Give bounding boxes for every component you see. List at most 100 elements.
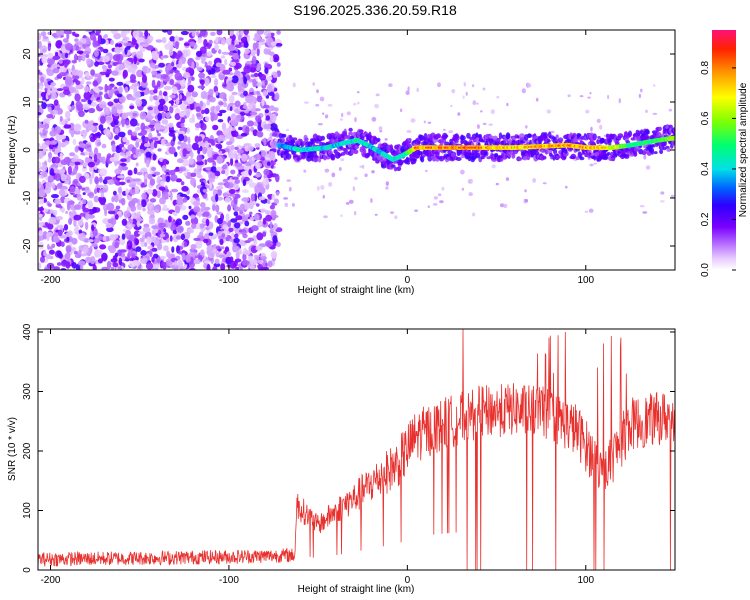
noise-blob (68, 122, 75, 131)
sparse-point (348, 199, 354, 204)
noise-blob (59, 169, 66, 174)
noise-blob (196, 50, 202, 58)
noise-blob (76, 193, 82, 201)
noise-blob (58, 252, 63, 259)
sparse-point (618, 98, 621, 104)
ridge-halo (348, 131, 353, 136)
noise-blob (160, 74, 168, 79)
noise-blob (266, 161, 271, 166)
sparse-point (443, 128, 446, 131)
noise-blob (40, 196, 44, 205)
noise-blob (38, 207, 45, 212)
noise-blob (61, 52, 66, 60)
noise-blob (255, 162, 261, 170)
noise-blob (50, 82, 56, 87)
noise-blob (256, 30, 265, 35)
sparse-point (315, 103, 320, 107)
noise-blob (235, 30, 240, 37)
noise-blob (272, 72, 278, 79)
spectrogram-ytick-label: 20 (22, 48, 33, 60)
ridge-halo (435, 133, 441, 139)
noise-blob (212, 204, 216, 212)
sparse-point (423, 120, 426, 124)
noise-blob (208, 178, 215, 183)
sparse-point (660, 191, 665, 195)
noise-blob (204, 116, 210, 122)
noise-blob (65, 43, 73, 51)
noise-blob (274, 92, 280, 101)
noise-blob (243, 30, 249, 36)
noise-blob (94, 89, 100, 94)
noise-blob (264, 262, 268, 267)
noise-blob (241, 189, 249, 194)
sparse-point (476, 124, 480, 129)
noise-blob (215, 166, 223, 172)
noise-blob (144, 38, 152, 45)
ridge-halo (633, 151, 638, 157)
noise-blob (171, 61, 175, 67)
noise-blob (134, 127, 138, 133)
noise-blob (238, 126, 243, 131)
noise-blob (155, 39, 163, 43)
noise-blob (250, 74, 255, 78)
noise-blob (221, 51, 230, 55)
noise-blob (174, 260, 178, 267)
noise-blob (71, 69, 80, 76)
noise-blob (87, 161, 95, 168)
noise-blob (63, 59, 71, 65)
sparse-point (304, 101, 309, 104)
sparse-point (521, 88, 526, 94)
noise-blob (222, 69, 231, 75)
noise-blob (168, 132, 175, 137)
ridge-halo (508, 138, 512, 146)
noise-blob (202, 189, 208, 193)
noise-blob (126, 206, 131, 212)
noise-blob (161, 36, 167, 44)
noise-blob (230, 218, 238, 223)
noise-blob (140, 80, 148, 88)
noise-blob (199, 46, 207, 54)
noise-blob (265, 115, 271, 121)
sparse-point (394, 215, 398, 219)
noise-blob (247, 145, 254, 151)
snr-xtick-label: -100 (219, 575, 239, 586)
noise-blob (263, 48, 269, 55)
noise-blob (78, 185, 83, 190)
noise-blob (135, 148, 139, 157)
noise-blob (263, 104, 270, 109)
noise-blob (197, 37, 203, 44)
noise-blob (114, 135, 120, 140)
noise-blob (123, 210, 131, 218)
sparse-point (645, 109, 648, 114)
noise-blob (105, 116, 112, 121)
noise-blob (176, 63, 182, 69)
noise-blob (170, 224, 177, 232)
noise-blob (269, 55, 274, 63)
noise-blob (215, 90, 219, 96)
noise-blob (241, 197, 250, 203)
noise-blob (74, 187, 80, 195)
noise-blob (156, 80, 161, 88)
noise-blob (115, 205, 121, 210)
noise-blob (151, 225, 159, 230)
noise-blob (169, 94, 176, 99)
noise-blob (46, 78, 51, 82)
sparse-point (460, 169, 465, 175)
noise-blob (267, 194, 273, 200)
ridge-halo (668, 124, 673, 129)
noise-blob (175, 98, 180, 105)
noise-blob (139, 32, 144, 38)
noise-blob (73, 53, 78, 62)
noise-blob (255, 90, 261, 95)
noise-blob (80, 265, 84, 270)
noise-blob (90, 109, 95, 114)
noise-blob (136, 217, 144, 222)
noise-blob (192, 201, 200, 206)
noise-blob (47, 106, 52, 113)
noise-blob (271, 160, 276, 166)
noise-blob (71, 237, 78, 245)
noise-blob (46, 117, 53, 121)
sparse-point (546, 109, 552, 114)
noise-blob (42, 36, 49, 40)
